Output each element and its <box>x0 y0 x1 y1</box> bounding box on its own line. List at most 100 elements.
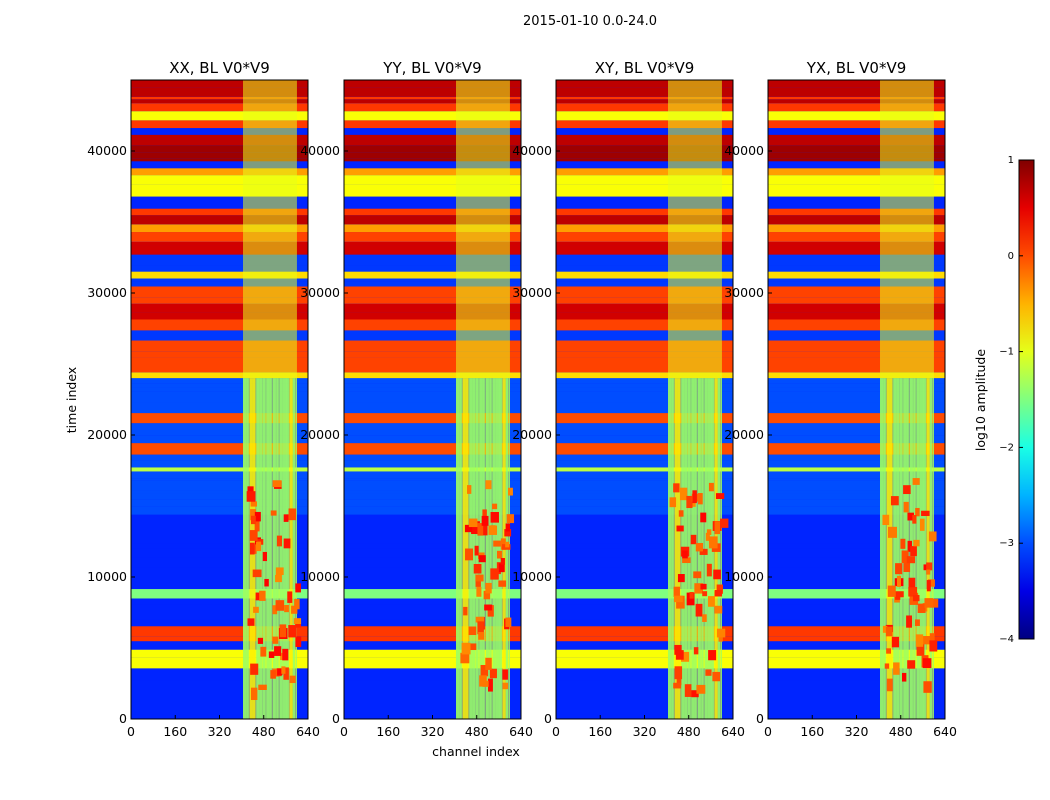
time-band <box>344 87 521 97</box>
rfi-blob <box>916 643 925 656</box>
time-band <box>768 87 945 97</box>
y-tick-label: 10000 <box>724 569 764 584</box>
rfi-blob <box>490 512 499 523</box>
time-band <box>344 128 521 135</box>
time-band <box>344 581 521 590</box>
rfi-blob <box>676 595 685 609</box>
time-band <box>556 499 733 507</box>
time-band <box>131 478 308 481</box>
time-band <box>556 80 733 88</box>
time-band <box>768 601 945 605</box>
rfi-blob <box>674 644 682 655</box>
x-tick-label: 0 <box>340 724 348 739</box>
rfi-blob <box>250 687 258 701</box>
time-band <box>131 703 308 711</box>
rfi-blob <box>926 569 931 575</box>
time-band <box>768 120 945 129</box>
rfi-blob <box>910 546 917 557</box>
rfi-blob <box>287 591 293 603</box>
time-band <box>556 636 733 642</box>
rfi-blob <box>708 650 717 661</box>
rfi-blob <box>684 684 692 697</box>
rfi-blob <box>250 663 259 675</box>
time-band <box>556 232 733 242</box>
rfi-column <box>694 378 697 719</box>
time-band <box>556 543 733 549</box>
rfi-blob <box>708 596 715 607</box>
time-band <box>131 380 308 384</box>
rfi-blob <box>924 598 934 608</box>
time-band <box>344 224 521 233</box>
rfi-blob <box>700 512 707 523</box>
y-tick-label: 0 <box>119 711 127 726</box>
rfi-blob <box>695 542 703 552</box>
time-band <box>344 303 521 313</box>
time-band <box>768 134 945 146</box>
rfi-blob <box>505 523 511 532</box>
rfi-column <box>243 378 247 719</box>
time-band <box>344 111 521 121</box>
time-band <box>344 490 521 494</box>
y-tick-label: 40000 <box>87 143 127 158</box>
y-tick-label: 20000 <box>300 427 340 442</box>
time-band <box>344 668 521 681</box>
rfi-blob <box>277 668 283 676</box>
rfi-blob <box>246 491 256 502</box>
time-band <box>768 158 945 162</box>
time-band <box>344 286 521 298</box>
time-band <box>768 208 945 216</box>
rfi-column <box>482 378 485 719</box>
time-band <box>344 680 521 688</box>
colorbar-tick-label: −3 <box>999 538 1014 549</box>
time-band <box>556 175 733 185</box>
time-band <box>344 493 521 500</box>
time-band <box>556 387 733 392</box>
time-band <box>556 589 733 599</box>
time-band <box>131 680 308 688</box>
time-band <box>556 303 733 313</box>
time-band <box>556 402 733 414</box>
time-band <box>344 478 521 481</box>
time-band <box>131 471 308 479</box>
rfi-blob <box>901 550 909 563</box>
rfi-blob <box>487 605 494 617</box>
rfi-blob <box>250 501 257 507</box>
rfi-blob <box>295 636 302 648</box>
time-band <box>768 581 945 590</box>
x-tick-label: 160 <box>800 724 824 739</box>
time-band <box>344 598 521 602</box>
panel-2: YY, BL V0*V9 0 160 320 480 640 0 10000 20000 3000… <box>300 59 533 739</box>
time-band <box>344 281 521 287</box>
time-band <box>556 357 733 364</box>
rfi-blob <box>506 514 515 524</box>
rfi-blob <box>502 682 509 690</box>
time-band <box>131 649 308 658</box>
rfi-blob <box>903 485 911 495</box>
time-band <box>768 175 945 185</box>
time-band <box>768 312 945 320</box>
time-band <box>131 215 308 225</box>
rfi-blob <box>906 556 916 564</box>
rfi-blob <box>272 668 280 677</box>
time-band <box>768 710 945 715</box>
time-band <box>556 471 733 479</box>
time-band <box>556 103 733 112</box>
time-band <box>344 619 521 627</box>
panel-title: XY, BL V0*V9 <box>595 59 695 77</box>
rfi-blob <box>691 690 699 698</box>
rfi-blob <box>481 515 489 526</box>
rfi-blob <box>294 599 300 610</box>
time-band <box>556 224 733 233</box>
rfi-blob <box>275 574 282 583</box>
time-band <box>556 134 733 146</box>
x-tick-label: 480 <box>677 724 701 739</box>
time-band <box>131 687 308 696</box>
rfi-blob <box>465 548 473 561</box>
time-band <box>344 378 521 381</box>
time-band <box>768 378 945 381</box>
time-band <box>768 604 945 611</box>
rfi-blob <box>714 589 723 597</box>
time-band <box>344 604 521 611</box>
time-band <box>131 429 308 436</box>
rfi-column <box>704 378 708 719</box>
